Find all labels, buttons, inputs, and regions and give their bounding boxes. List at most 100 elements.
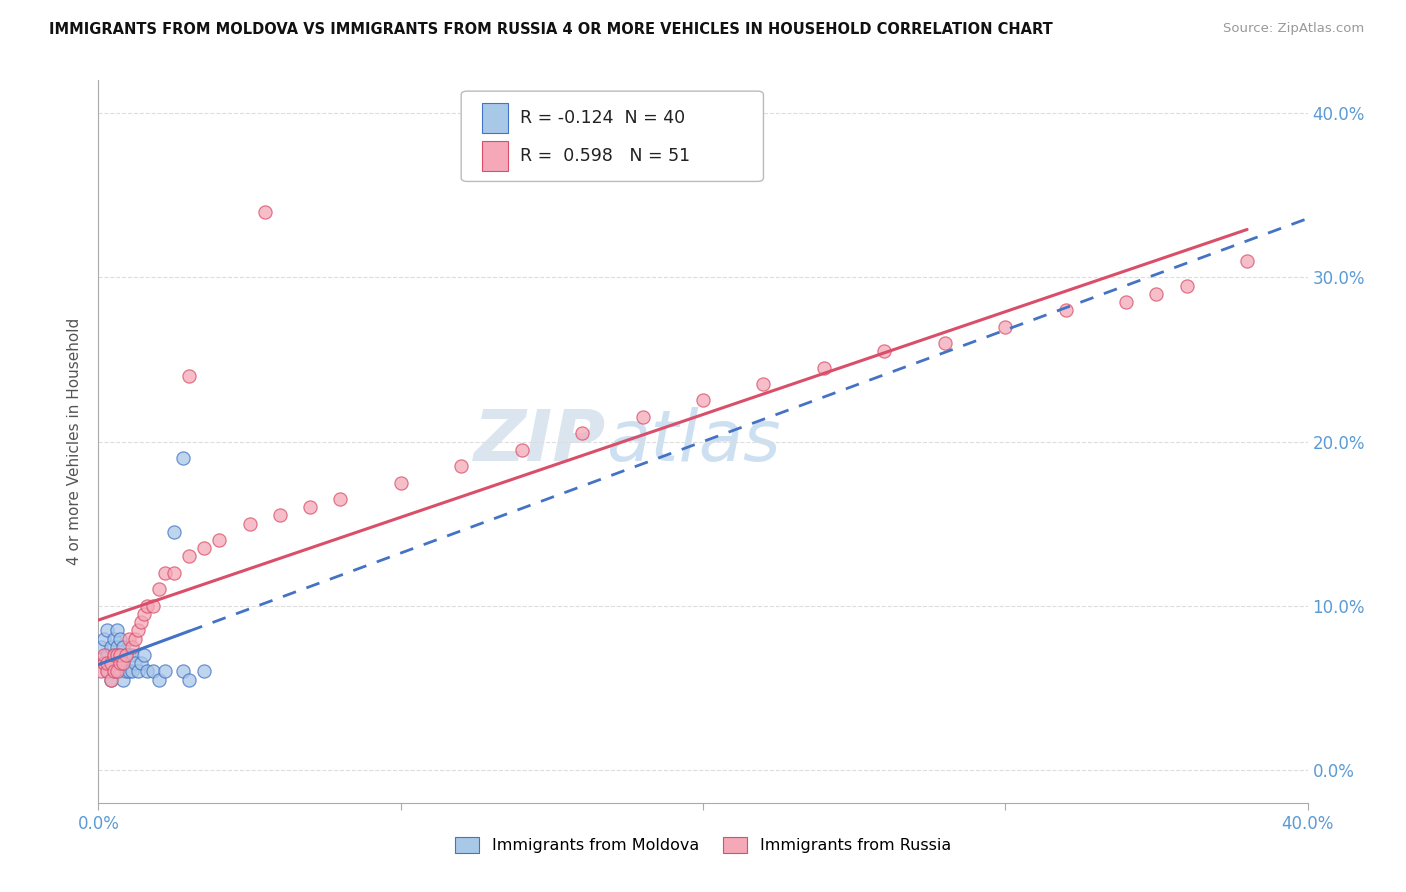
Point xyxy=(105,624,128,638)
Y-axis label: 4 or more Vehicles in Household: 4 or more Vehicles in Household xyxy=(67,318,83,566)
Point xyxy=(108,657,131,671)
Point xyxy=(100,673,122,687)
Point xyxy=(129,657,152,671)
Point xyxy=(100,657,122,671)
Point xyxy=(813,360,835,375)
Point xyxy=(135,599,157,613)
Point xyxy=(148,582,170,597)
Point xyxy=(108,648,131,662)
Point xyxy=(96,648,118,662)
Point xyxy=(90,665,112,679)
Point xyxy=(994,319,1017,334)
Point xyxy=(142,665,165,679)
Point xyxy=(96,657,118,671)
Point xyxy=(118,632,141,646)
Point xyxy=(121,665,143,679)
Bar xyxy=(482,103,509,133)
Point xyxy=(93,648,115,662)
Point xyxy=(179,368,201,383)
Point xyxy=(135,665,157,679)
Point xyxy=(193,665,215,679)
Point xyxy=(239,516,262,531)
Point xyxy=(1054,303,1077,318)
Point xyxy=(103,632,125,646)
Bar xyxy=(482,141,509,171)
Point xyxy=(148,673,170,687)
Point xyxy=(111,673,134,687)
Point xyxy=(873,344,896,359)
Point xyxy=(153,566,176,580)
Point xyxy=(124,632,146,646)
Point xyxy=(111,640,134,654)
Legend: Immigrants from Moldova, Immigrants from Russia: Immigrants from Moldova, Immigrants from… xyxy=(449,830,957,860)
Point xyxy=(114,648,136,662)
Text: R =  0.598   N = 51: R = 0.598 N = 51 xyxy=(520,147,690,165)
Text: ZIP: ZIP xyxy=(474,407,606,476)
Point xyxy=(299,500,322,515)
Point xyxy=(934,336,956,351)
Point xyxy=(193,541,215,556)
Point xyxy=(510,442,533,457)
Point xyxy=(124,657,146,671)
Point xyxy=(571,426,593,441)
Text: IMMIGRANTS FROM MOLDOVA VS IMMIGRANTS FROM RUSSIA 4 OR MORE VEHICLES IN HOUSEHOL: IMMIGRANTS FROM MOLDOVA VS IMMIGRANTS FR… xyxy=(49,22,1053,37)
Point xyxy=(90,640,112,654)
Point xyxy=(105,665,128,679)
Point xyxy=(118,648,141,662)
Point xyxy=(142,599,165,613)
Point xyxy=(96,665,118,679)
Text: R = -0.124  N = 40: R = -0.124 N = 40 xyxy=(520,109,686,127)
Point xyxy=(103,665,125,679)
Point xyxy=(105,640,128,654)
Text: atlas: atlas xyxy=(606,407,780,476)
Point xyxy=(93,632,115,646)
Point xyxy=(105,657,128,671)
Point xyxy=(93,657,115,671)
Point xyxy=(93,657,115,671)
Point xyxy=(172,450,194,465)
Point xyxy=(100,657,122,671)
Point xyxy=(129,615,152,630)
Point xyxy=(253,204,276,219)
Point xyxy=(127,624,149,638)
Text: Source: ZipAtlas.com: Source: ZipAtlas.com xyxy=(1223,22,1364,36)
Point xyxy=(100,640,122,654)
Point xyxy=(132,607,155,621)
Point xyxy=(132,648,155,662)
Point xyxy=(105,648,128,662)
Point xyxy=(96,624,118,638)
Point xyxy=(103,665,125,679)
Point xyxy=(1236,253,1258,268)
Point xyxy=(1115,295,1137,310)
Point xyxy=(96,665,118,679)
Point xyxy=(103,648,125,662)
Point xyxy=(108,665,131,679)
Point xyxy=(163,566,186,580)
Point xyxy=(179,549,201,564)
Point xyxy=(108,648,131,662)
Point xyxy=(208,533,231,547)
Point xyxy=(179,673,201,687)
Point xyxy=(1175,278,1198,293)
FancyBboxPatch shape xyxy=(461,91,763,181)
Point xyxy=(752,377,775,392)
Point xyxy=(100,673,122,687)
Point xyxy=(103,648,125,662)
Point xyxy=(692,393,714,408)
Point xyxy=(631,409,654,424)
Point xyxy=(127,665,149,679)
Point xyxy=(121,648,143,662)
Point xyxy=(163,524,186,539)
Point xyxy=(121,640,143,654)
Point xyxy=(118,665,141,679)
Point xyxy=(329,491,352,506)
Point xyxy=(269,508,291,523)
Point xyxy=(111,657,134,671)
Point xyxy=(153,665,176,679)
Point xyxy=(1144,286,1167,301)
Point xyxy=(111,657,134,671)
Point xyxy=(389,475,412,490)
Point xyxy=(114,665,136,679)
Point xyxy=(108,632,131,646)
Point xyxy=(114,648,136,662)
